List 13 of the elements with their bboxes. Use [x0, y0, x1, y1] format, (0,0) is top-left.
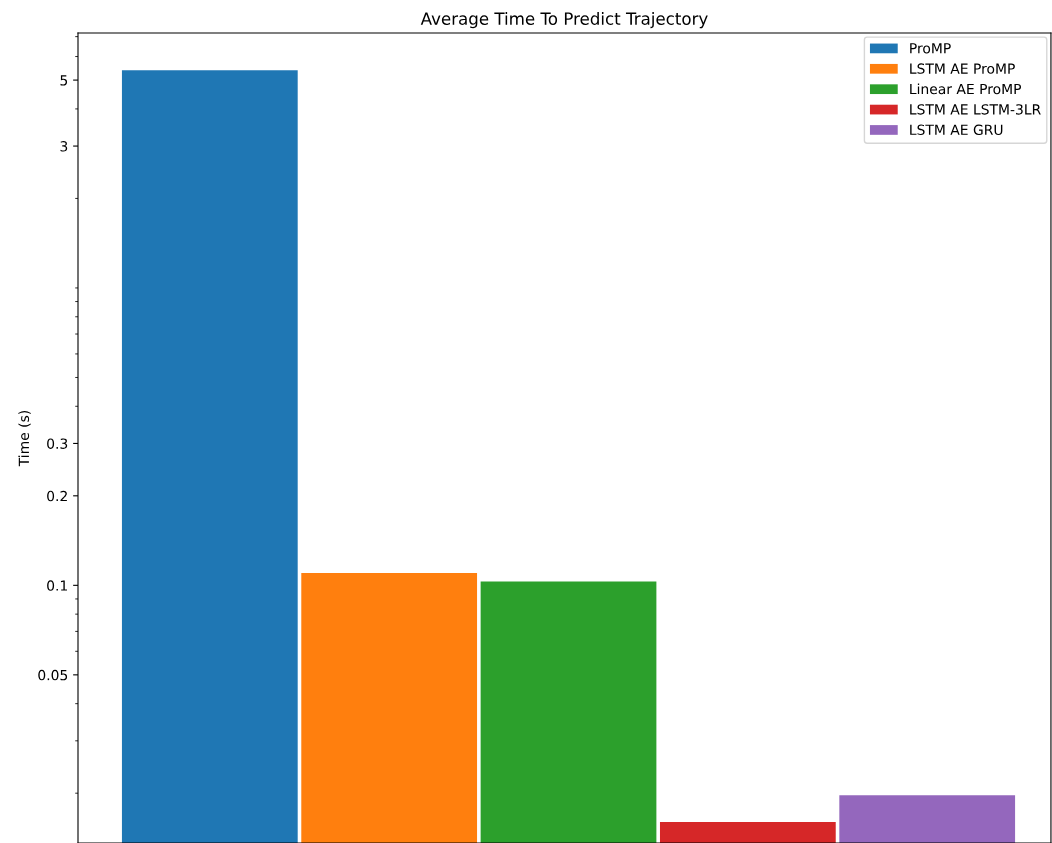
y-tick-label: 3 [60, 141, 68, 152]
legend-label: LSTM AE GRU [910, 124, 1003, 136]
chart-title: Average Time To Predict Trajectory [420, 12, 708, 29]
y-tick-label: 0.3 [47, 438, 68, 449]
y-tick-label: 0.05 [38, 669, 68, 681]
legend-label: LSTM AE LSTM-3LR [910, 104, 1041, 115]
legend-label: LSTM AE ProMP [910, 63, 1015, 74]
legend-label: Linear AE ProMP [910, 83, 1022, 95]
y-tick-label: 5 [60, 75, 68, 86]
legend-label: ProMP [910, 43, 951, 54]
y-tick-label: 0.2 [47, 490, 67, 502]
y-tick-label: 0.1 [47, 580, 67, 591]
y-axis-title: Time (s) [18, 410, 31, 467]
